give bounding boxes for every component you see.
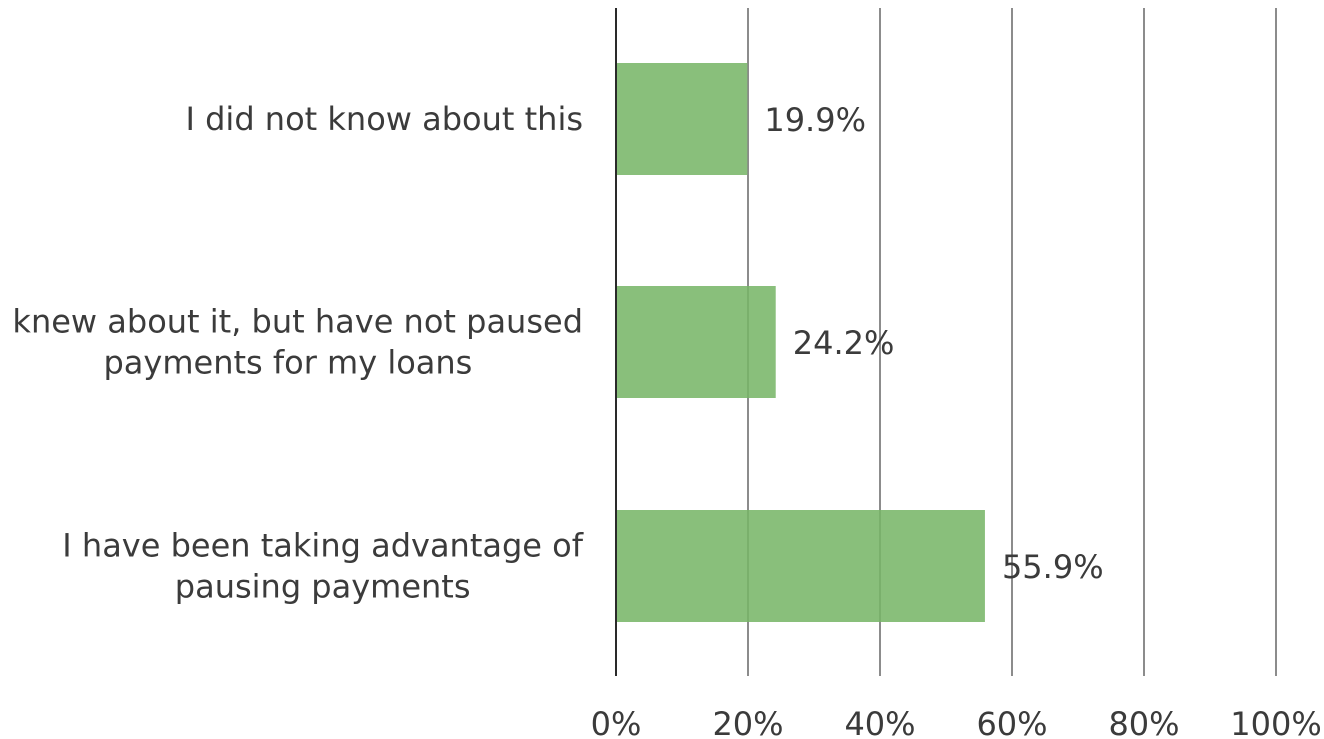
category-label: I knew about it, but have not paused paym… — [0, 303, 583, 382]
x-tick-label: 100% — [1230, 705, 1321, 739]
x-tick-label: 80% — [1108, 705, 1179, 739]
category-label-line: payments for my loans — [103, 344, 472, 382]
x-tick-label: 20% — [712, 705, 783, 739]
data-labels: 19.9% 24.2% 55.9% — [764, 101, 1103, 586]
data-label: 19.9% — [764, 101, 866, 139]
category-label: I did not know about this — [186, 100, 584, 138]
data-label: 24.2% — [793, 324, 895, 362]
category-label-line: I knew about it, but have not paused — [0, 303, 583, 341]
category-label-line: I have been taking advantage of — [62, 527, 583, 565]
category-label-line: pausing payments — [175, 568, 471, 606]
bars — [616, 63, 985, 622]
bar — [616, 63, 748, 175]
bar — [616, 510, 985, 622]
x-tick-label: 60% — [976, 705, 1047, 739]
x-axis-tick-labels: 0% 20% 40% 60% 80% 100% — [591, 705, 1322, 739]
category-labels: I did not know about this I knew about it… — [0, 100, 584, 606]
x-tick-label: 0% — [591, 705, 642, 739]
category-label: I have been taking advantage of pausing p… — [62, 527, 583, 606]
bar — [616, 286, 776, 398]
category-label-line: I did not know about this — [186, 100, 584, 138]
x-tick-label: 40% — [844, 705, 915, 739]
data-label: 55.9% — [1002, 548, 1104, 586]
